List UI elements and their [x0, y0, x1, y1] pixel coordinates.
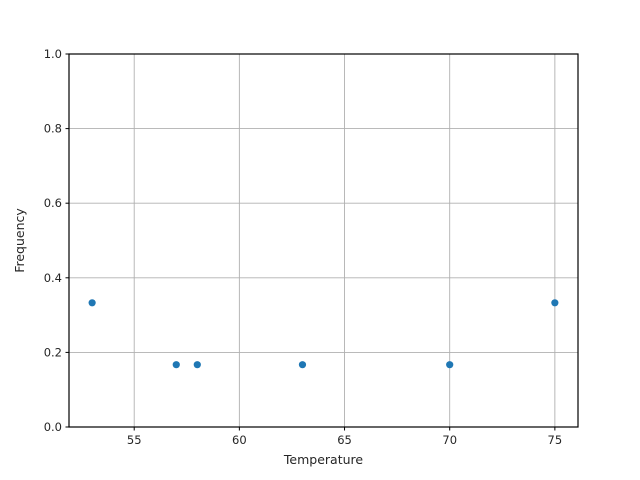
axes-spines	[68, 53, 579, 428]
y-tick-label-4: 0.8	[44, 122, 62, 136]
y-axis-label: Frequency	[12, 208, 27, 273]
y-tick-label-5: 1.0	[44, 47, 62, 61]
y-tick-label-1: 0.2	[44, 345, 62, 359]
data-point	[193, 361, 201, 369]
data-point	[551, 299, 559, 307]
data-point	[172, 361, 180, 369]
x-axis-label: Temperature	[283, 452, 363, 467]
x-tick-label-4: 75	[548, 433, 563, 447]
data-point-group	[88, 299, 559, 369]
x-tick-label-0: 55	[127, 433, 142, 447]
data-point	[298, 361, 307, 369]
axes-background	[69, 54, 578, 427]
y-tick-label-3: 0.6	[44, 196, 62, 210]
x-tick-labels: 55 60 65 70 75	[127, 433, 562, 447]
x-tick-label-1: 60	[232, 433, 247, 447]
x-tick-label-3: 70	[442, 433, 457, 447]
y-tick-label-2: 0.4	[44, 271, 62, 285]
gridlines	[69, 54, 578, 427]
y-tick-labels: 0.0 0.2 0.4 0.6 0.8 1.0	[44, 47, 62, 434]
y-tick-label-0: 0.0	[44, 420, 62, 434]
data-point	[446, 361, 454, 369]
data-point	[88, 299, 96, 307]
x-tick-label-2: 65	[337, 433, 352, 447]
